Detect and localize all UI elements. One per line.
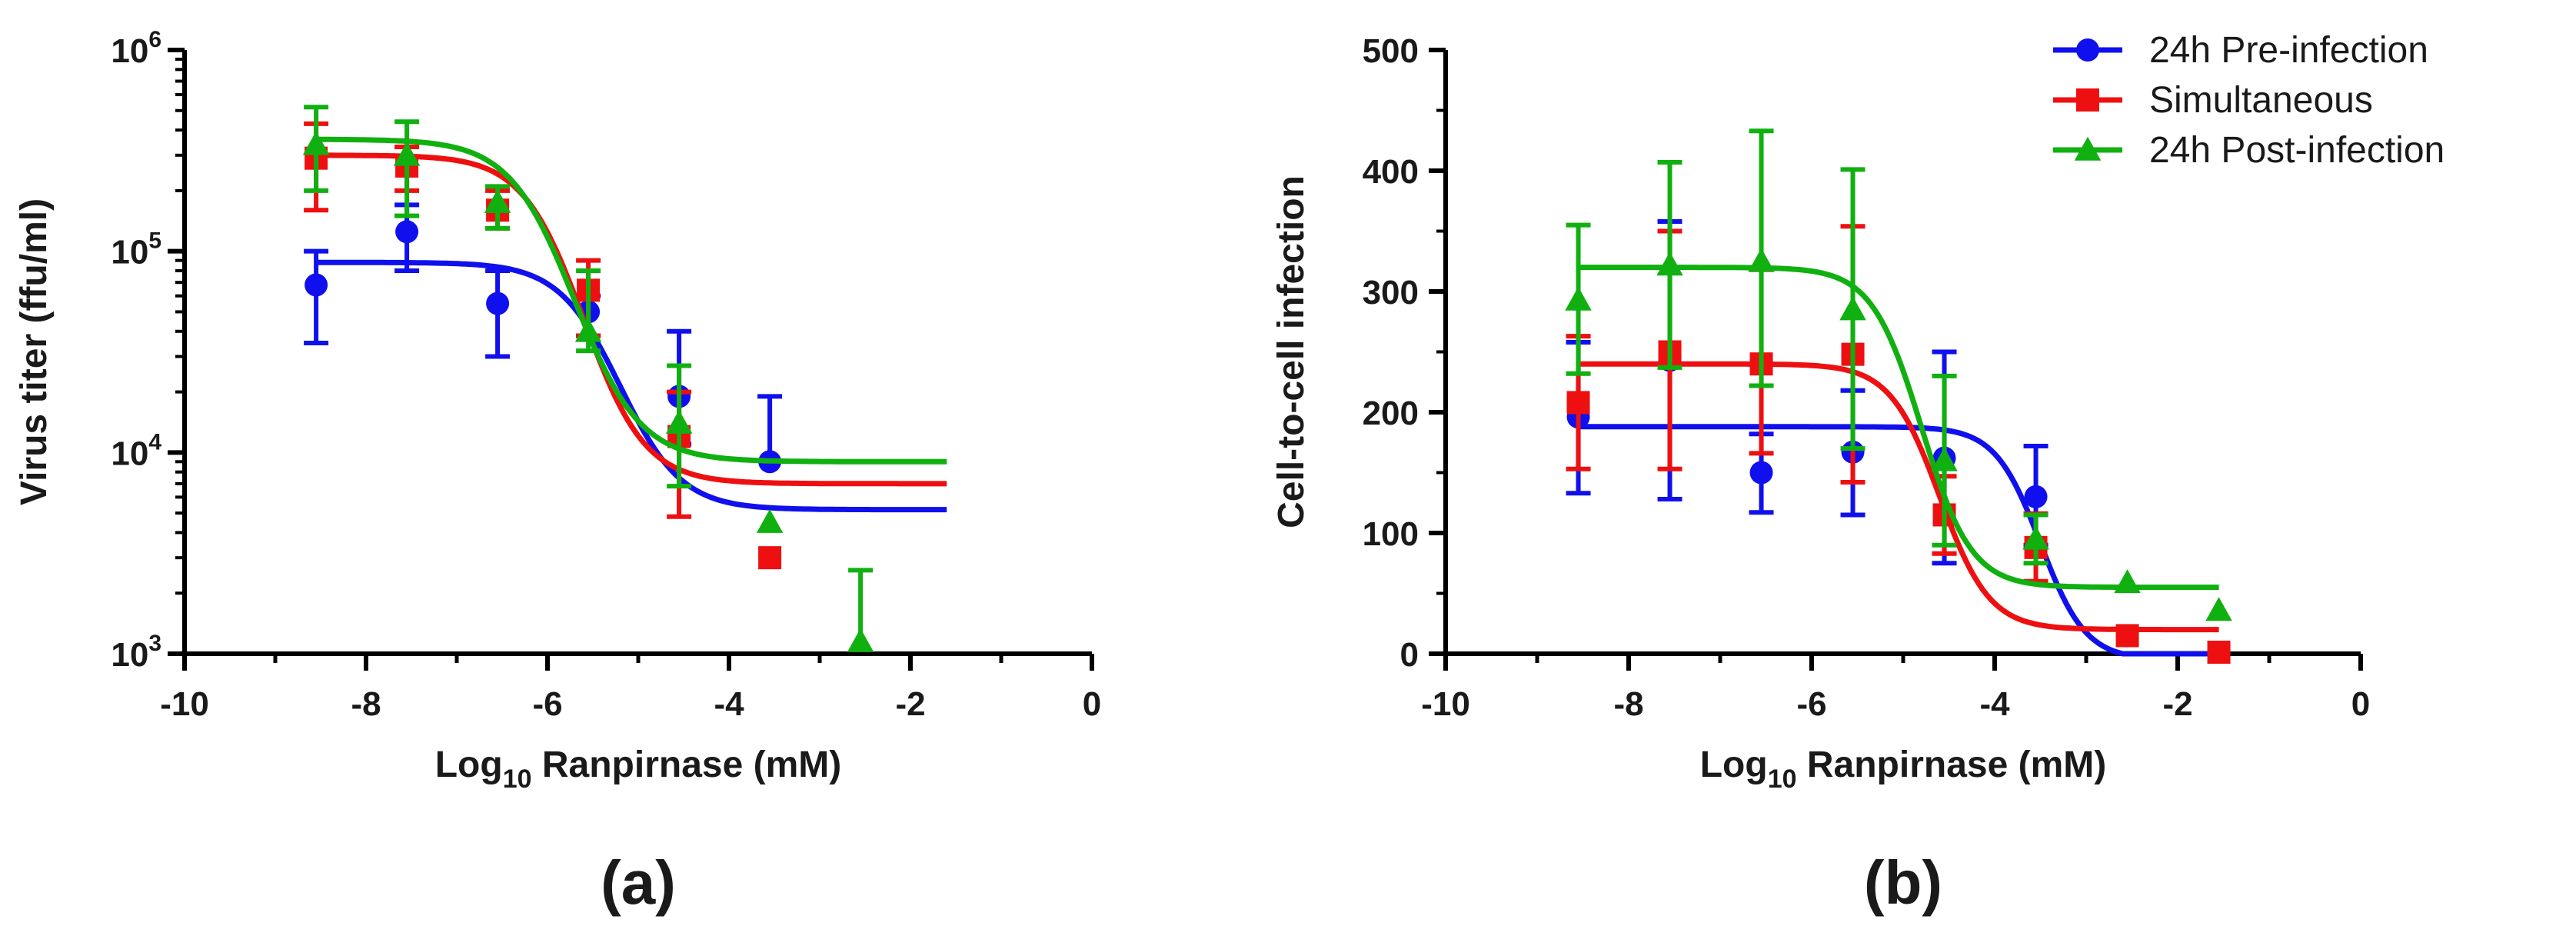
data-point-green — [1748, 248, 1775, 272]
data-point-green — [1656, 251, 1683, 276]
fit-curve-blue — [316, 259, 947, 513]
x-tick-label: -4 — [714, 685, 744, 723]
data-point-red — [2207, 641, 2231, 664]
data-point-green — [1565, 286, 1592, 311]
data-point-blue — [395, 220, 419, 244]
data-point-blue — [486, 291, 510, 315]
data-point-blue — [1749, 461, 1773, 485]
data-point-green — [1931, 447, 1958, 471]
legend-item-red: Simultaneous — [2053, 80, 2373, 121]
y-axis-title: Cell-to-cell infection — [1271, 175, 1312, 528]
series-green — [1565, 128, 2232, 621]
x-tick-label: -8 — [1613, 685, 1643, 723]
x-axis-title: Log10 Ranpirnase (mM) — [1700, 744, 2107, 794]
y-tick-label: 100 — [1363, 515, 1419, 553]
fit-curve-blue — [1578, 424, 2219, 657]
legend-marker — [2076, 38, 2099, 62]
data-point-green — [393, 142, 421, 166]
legend-item-green: 24h Post-infection — [2053, 130, 2445, 171]
data-point-green — [847, 628, 874, 652]
y-tick-label: 106 — [111, 27, 161, 70]
panel-a-chart: -10 -8 -6 -4 -2 0 103 104 105 106 Log10 Ranpirnase… — [14, 27, 1101, 917]
legend-label: Simultaneous — [2149, 80, 2373, 121]
data-point-green — [302, 131, 330, 155]
x-tick-label: -4 — [1979, 685, 2010, 723]
y-tick-label: 105 — [111, 228, 161, 271]
data-point-green — [484, 188, 511, 213]
series-blue — [304, 202, 947, 513]
legend-label: 24h Post-infection — [2149, 130, 2445, 171]
axes: -10 -8 -6 -4 -2 0 0 100 200 300 400 500 — [1363, 32, 2371, 723]
panel-b-chart: -10 -8 -6 -4 -2 0 0 100 200 300 400 500 Log10 Ranpir… — [1271, 30, 2445, 917]
panel-label: (b) — [1864, 848, 1942, 917]
fit-curve-green — [1578, 265, 2219, 591]
x-tick-label: 0 — [1083, 685, 1101, 723]
y-tick-label: 104 — [111, 429, 161, 472]
series-green — [302, 105, 947, 652]
data-point-green — [574, 318, 602, 342]
x-tick-label: -10 — [1421, 685, 1470, 723]
x-tick-label: -10 — [160, 685, 209, 723]
y-tick-label: 400 — [1363, 153, 1419, 191]
x-tick-label: -2 — [2162, 685, 2192, 723]
data-point-red — [758, 546, 782, 570]
data-point-green — [2114, 569, 2141, 594]
y-tick-label: 103 — [111, 631, 161, 674]
x-tick-label: -6 — [532, 685, 562, 723]
data-point-blue — [2024, 485, 2048, 508]
legend-marker — [2076, 88, 2099, 112]
x-axis-title: Log10 Ranpirnase (mM) — [435, 744, 842, 794]
data-point-green — [2022, 525, 2049, 550]
y-tick-label: 0 — [1400, 636, 1419, 674]
fit-curve-red — [1578, 361, 2219, 633]
data-point-green — [665, 409, 693, 434]
panel-label: (a) — [601, 848, 676, 917]
y-tick-label: 500 — [1363, 32, 1419, 70]
y-tick-label: 300 — [1363, 274, 1419, 311]
data-point-green — [2205, 597, 2232, 621]
series-red — [1566, 224, 2231, 664]
x-tick-label: -2 — [895, 685, 925, 723]
legend-item-blue: 24h Pre-infection — [2053, 30, 2428, 71]
axes: -10 -8 -6 -4 -2 0 103 104 105 106 — [111, 27, 1101, 723]
y-axis-title: Virus titer (ffu/ml) — [14, 198, 55, 505]
legend-marker — [2074, 136, 2102, 161]
data-point-green — [756, 508, 784, 533]
y-tick-label: 200 — [1363, 395, 1419, 432]
data-point-red — [2115, 624, 2139, 648]
series-red — [304, 121, 947, 570]
legend-label: 24h Pre-infection — [2149, 30, 2428, 71]
data-point-green — [1839, 296, 1866, 321]
series-blue — [1566, 218, 2231, 664]
legend: 24h Pre-infection Simultaneous 24h Post-in… — [2053, 30, 2445, 171]
data-point-blue — [305, 273, 328, 297]
x-tick-label: -8 — [351, 685, 381, 723]
x-tick-label: -6 — [1796, 685, 1826, 723]
x-tick-label: 0 — [2351, 685, 2370, 723]
fit-curve-red — [316, 152, 947, 487]
fit-curve-green — [316, 136, 947, 465]
data-point-red — [1566, 391, 1590, 415]
